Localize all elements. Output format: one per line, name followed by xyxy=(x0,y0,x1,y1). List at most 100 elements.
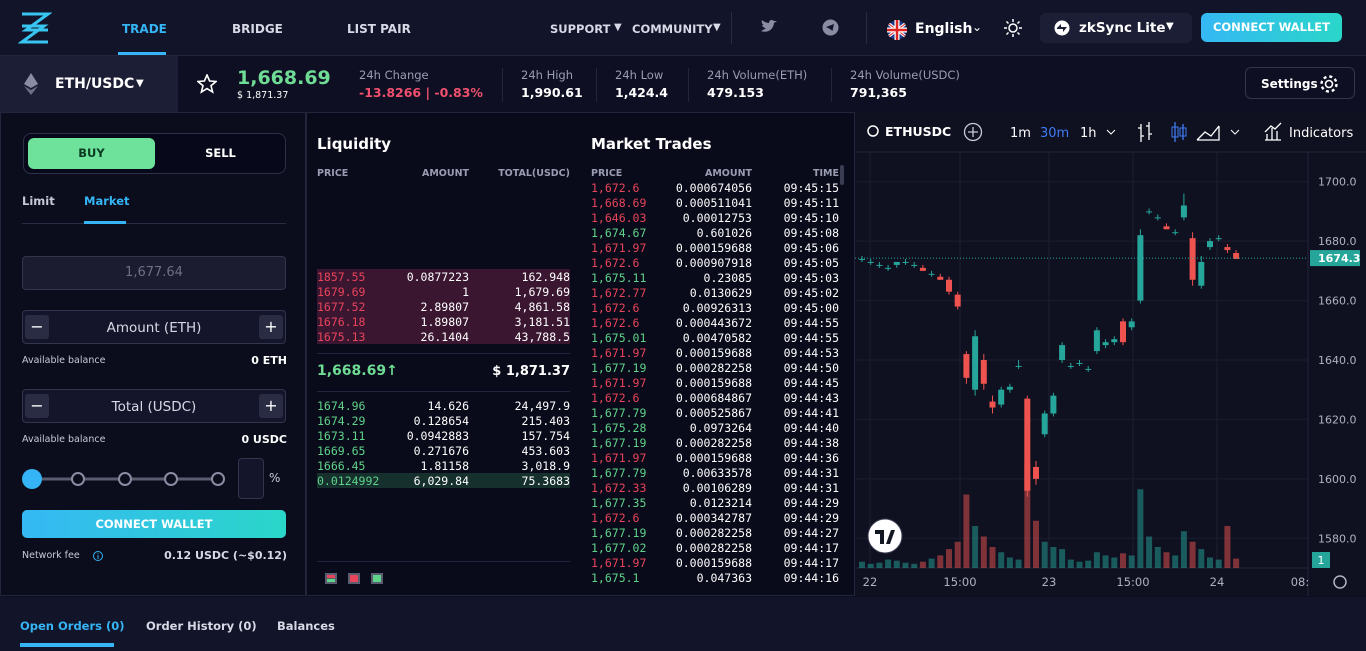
candle-body xyxy=(1233,253,1240,259)
mid-price: 1,668.69↑ xyxy=(317,363,398,379)
trade-amount: 0.000159688 xyxy=(675,346,752,360)
uk-flag xyxy=(887,20,907,40)
slider-stop[interactable] xyxy=(164,472,178,486)
slider-stop[interactable] xyxy=(71,472,85,486)
total: 3,018.9 xyxy=(521,459,570,473)
favorite-star[interactable] xyxy=(197,74,217,94)
column-header: PRICE xyxy=(591,168,623,179)
decrement-button[interactable]: − xyxy=(25,315,49,339)
interval[interactable]: 1m xyxy=(1010,126,1031,141)
sell-tab[interactable]: SELL xyxy=(205,146,236,160)
candle-body xyxy=(1189,238,1196,280)
price-input[interactable]: 1,677.64 xyxy=(22,256,286,290)
language[interactable]: English xyxy=(915,21,973,37)
amount-input[interactable] xyxy=(22,310,286,344)
trade-time: 09:44:29 xyxy=(783,511,839,525)
tradingview-mark xyxy=(875,530,895,544)
connect-wallet-button[interactable]: CONNECT WALLET xyxy=(22,510,286,538)
dropdown-caret: ▼ xyxy=(136,78,144,89)
candle-body xyxy=(902,261,909,263)
volume-bar xyxy=(1233,558,1240,568)
candle-body xyxy=(1172,232,1179,234)
price-chart: ETHUSDC 1m 30m 1h Indicators 1580.0 1600.0 1620… xyxy=(855,112,1366,596)
time-settings-icon[interactable] xyxy=(1333,575,1347,589)
trade-price: 1,675.11 xyxy=(591,271,647,285)
percent-input[interactable] xyxy=(238,458,264,499)
amount: 1.81158 xyxy=(420,459,469,473)
order-tab[interactable]: Open Orders (0) xyxy=(20,619,125,633)
telegram-icon[interactable] xyxy=(822,19,839,36)
price: 1666.45 xyxy=(317,459,366,473)
order-tab[interactable]: Balances xyxy=(277,619,335,633)
trade-time: 09:44:17 xyxy=(783,556,839,570)
decrement-button[interactable]: − xyxy=(25,394,49,418)
nav-link[interactable]: BRIDGE xyxy=(232,22,283,36)
volume-bar xyxy=(963,494,970,568)
indicators-icon[interactable] xyxy=(1264,122,1282,141)
nav-link[interactable]: LIST PAIR xyxy=(347,22,411,36)
support-menu[interactable]: SUPPORT xyxy=(550,22,611,36)
bar-style-icon[interactable] xyxy=(1138,122,1152,142)
candle-style-icon[interactable] xyxy=(1174,122,1184,142)
trade-time: 09:44:16 xyxy=(783,571,839,585)
trade-time: 09:44:50 xyxy=(783,361,839,375)
x-tick-label: 23 xyxy=(1042,575,1057,589)
percent-slider[interactable] xyxy=(19,465,231,493)
candle-body xyxy=(972,336,979,390)
compare-plus xyxy=(968,127,978,137)
network-icon xyxy=(1054,20,1070,36)
settings-icon xyxy=(1320,75,1338,93)
indicators-button[interactable]: Indicators xyxy=(1289,126,1353,141)
info-icon[interactable] xyxy=(92,550,104,562)
slider-stop[interactable] xyxy=(211,472,225,486)
increment-button[interactable]: + xyxy=(259,394,283,418)
trade-time: 09:45:03 xyxy=(783,271,839,285)
theme-toggle[interactable] xyxy=(1003,18,1023,38)
volume-bar xyxy=(954,541,961,568)
volume-bar xyxy=(1163,552,1170,568)
order-form: BUY SELL Limit Market 1,677.64 − Amount … xyxy=(0,112,306,596)
trade-amount: 0.23085 xyxy=(703,271,752,285)
balance-label: Available balance xyxy=(22,355,106,366)
limit-tab[interactable]: Limit xyxy=(22,194,55,208)
trade-time: 09:45:15 xyxy=(783,181,839,195)
settings-button[interactable] xyxy=(1245,67,1355,99)
tradingview-logo[interactable] xyxy=(867,518,903,554)
logo[interactable] xyxy=(18,8,52,48)
interval[interactable]: 30m xyxy=(1040,126,1069,141)
nav-link[interactable]: TRADE xyxy=(122,22,167,36)
price: 1674.96 xyxy=(317,399,366,413)
trade-price: 1,677.02 xyxy=(591,541,647,555)
order-tab[interactable]: Order History (0) xyxy=(146,619,257,633)
divider xyxy=(831,68,832,102)
book-view-toggles[interactable] xyxy=(325,573,395,585)
slider-handle[interactable] xyxy=(22,469,42,489)
area-style-icon[interactable] xyxy=(1196,125,1220,141)
symbol[interactable]: ETHUSDC xyxy=(885,124,951,139)
market-tab[interactable]: Market xyxy=(84,194,130,208)
volume-bar xyxy=(1067,559,1074,568)
community-menu[interactable]: COMMUNITY xyxy=(632,22,713,36)
volume-bar xyxy=(1154,547,1161,568)
slider-stop[interactable] xyxy=(118,472,132,486)
amount: 14.626 xyxy=(427,399,469,413)
total-input[interactable] xyxy=(22,389,286,423)
stat-label: 24h Volume(USDC) xyxy=(850,68,960,82)
trade-time: 09:44:36 xyxy=(783,451,839,465)
twitter-icon[interactable] xyxy=(760,19,778,35)
price: 1679.69 xyxy=(317,285,366,299)
eth-icon xyxy=(24,73,38,95)
candle-body xyxy=(1050,395,1057,414)
connect-wallet-button[interactable]: CONNECT WALLET xyxy=(1201,13,1342,42)
increment-button[interactable]: + xyxy=(259,315,283,339)
total: 24,497.9 xyxy=(514,399,570,413)
volume-bar xyxy=(1006,557,1013,568)
dropdown-caret xyxy=(1230,129,1240,135)
buy-tab[interactable]: BUY xyxy=(28,138,155,169)
trade-price: 1,671.97 xyxy=(591,556,647,570)
compare-button[interactable] xyxy=(963,122,983,142)
amount: 1 xyxy=(462,285,469,299)
interval[interactable]: 1h xyxy=(1080,126,1097,141)
nav-underline xyxy=(118,52,166,55)
